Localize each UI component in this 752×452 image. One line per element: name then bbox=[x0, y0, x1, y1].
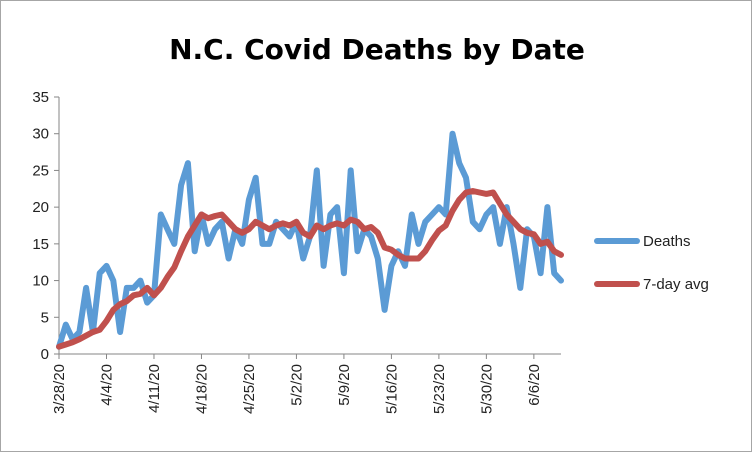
series-line-deaths bbox=[56, 130, 564, 350]
x-tick-label: 4/25/20 bbox=[241, 364, 258, 414]
x-tick-label: 4/4/20 bbox=[98, 364, 115, 406]
legend-label: 7-day avg bbox=[643, 276, 709, 293]
series-line-seven-day-avg bbox=[56, 188, 564, 350]
y-tick-label: 15 bbox=[32, 236, 49, 253]
x-tick-label: 6/6/20 bbox=[526, 364, 543, 406]
y-tick-label: 30 bbox=[32, 126, 49, 143]
x-tick-label: 3/28/20 bbox=[51, 364, 68, 414]
x-tick-label: 4/18/20 bbox=[193, 364, 210, 414]
y-tick-label: 10 bbox=[32, 273, 49, 290]
series-layer bbox=[56, 130, 564, 350]
x-tick-label: 5/23/20 bbox=[431, 364, 448, 414]
x-tick-label: 5/30/20 bbox=[478, 364, 495, 414]
y-tick-label: 25 bbox=[32, 162, 49, 179]
axes: 0 5 10 15 20 25 30 35 3/28/20 4/4/20 4/11/20 4/18/2… bbox=[32, 89, 561, 414]
x-tick-label: 5/9/20 bbox=[336, 364, 353, 406]
y-tick-label: 5 bbox=[41, 309, 49, 326]
y-tick-label: 35 bbox=[32, 89, 49, 106]
y-tick-label: 0 bbox=[41, 346, 49, 363]
y-tick-label: 20 bbox=[32, 199, 49, 216]
x-tick-label: 4/11/20 bbox=[146, 364, 163, 413]
legend: Deaths 7-day avg bbox=[594, 233, 709, 293]
x-tick-label: 5/16/20 bbox=[383, 364, 400, 414]
chart-title: N.C. Covid Deaths by Date bbox=[169, 33, 585, 66]
x-tick-label: 5/2/20 bbox=[288, 364, 305, 406]
legend-label: Deaths bbox=[643, 233, 691, 250]
